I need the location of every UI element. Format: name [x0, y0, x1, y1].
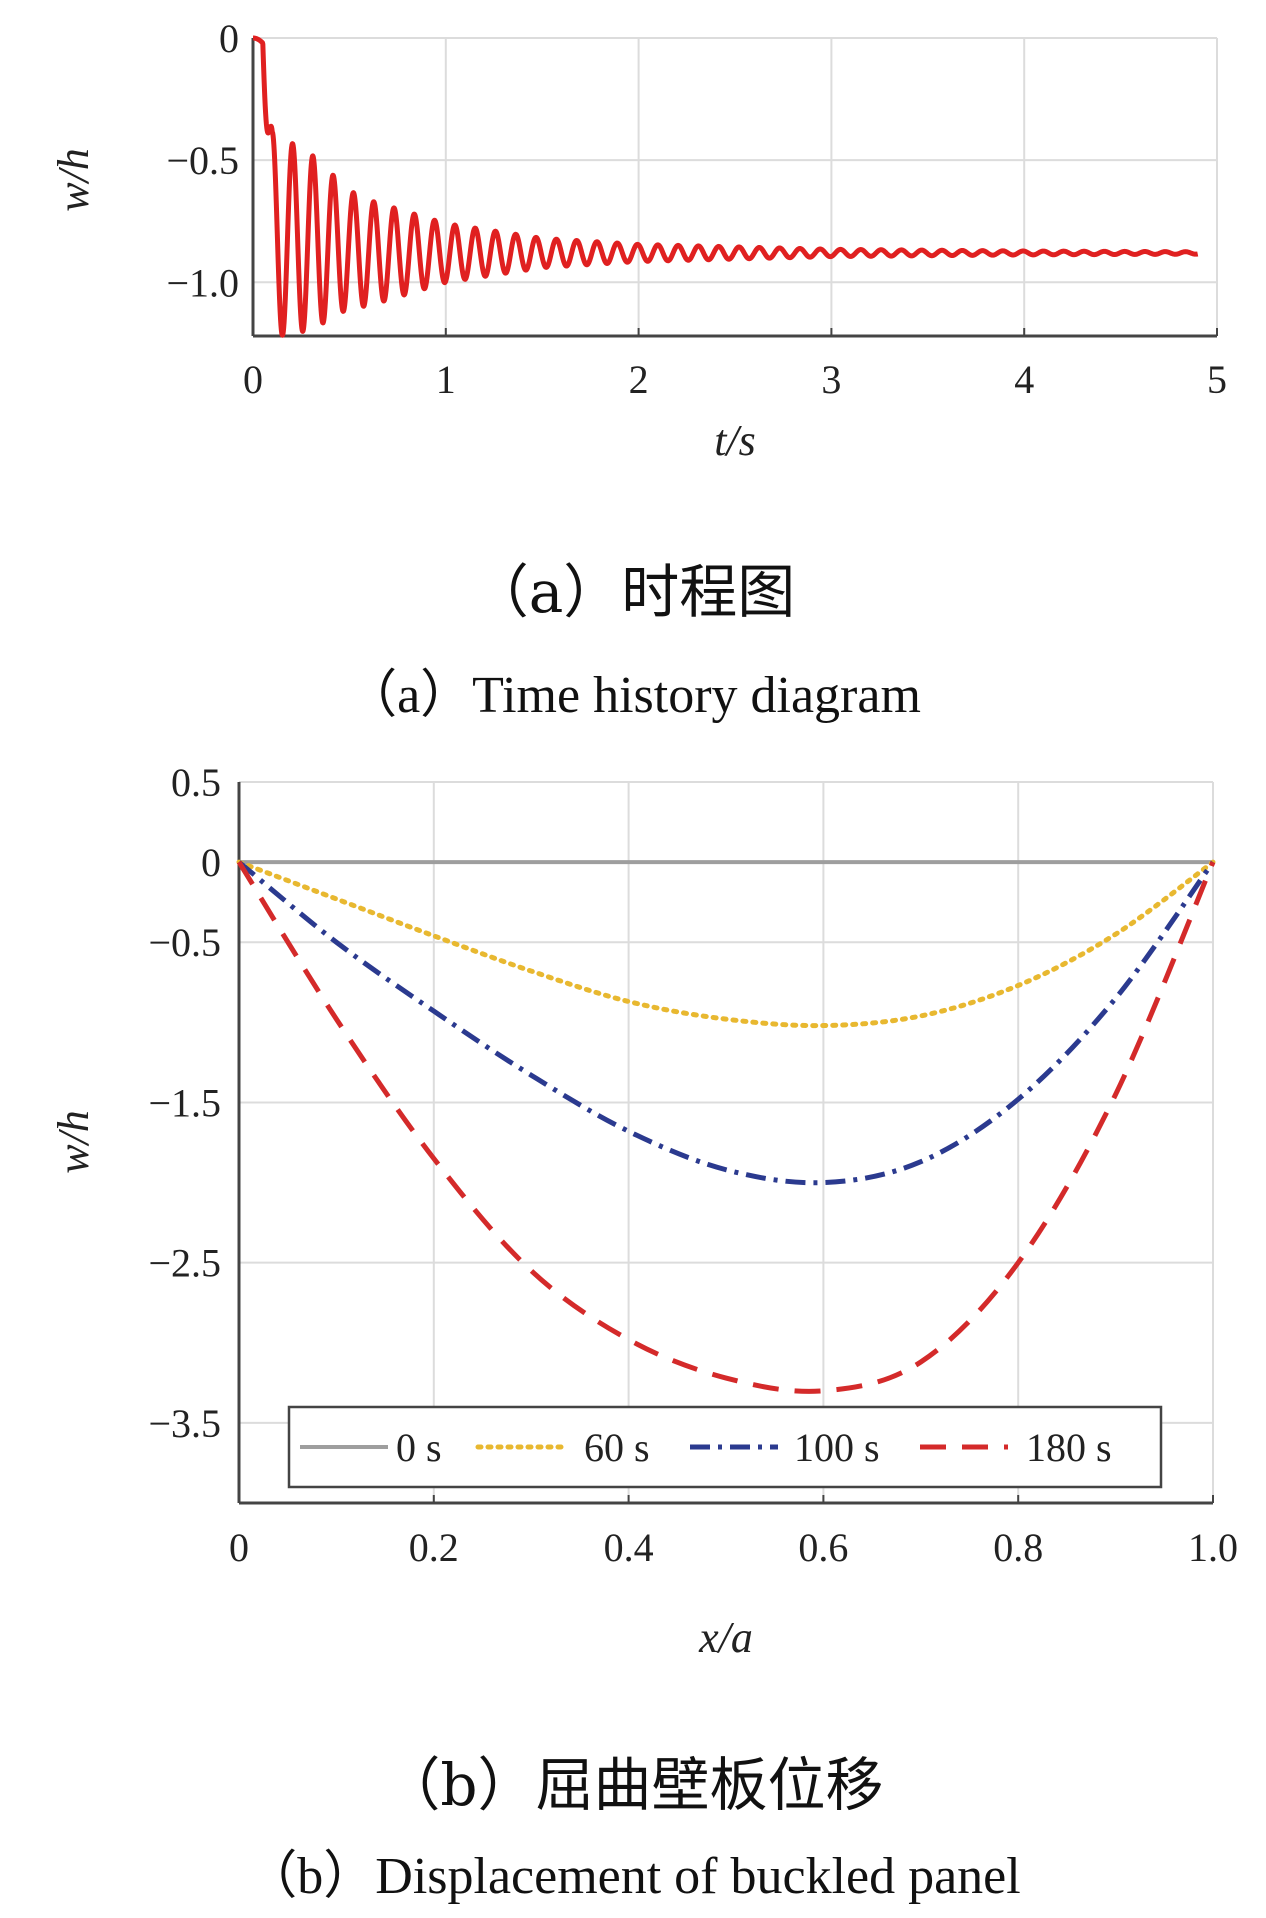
legend-label: 0 s: [396, 1425, 442, 1470]
x-tick-label: 0.6: [798, 1525, 848, 1570]
legend-label: 100 s: [794, 1425, 880, 1470]
chart-b-grid: [239, 781, 1214, 1503]
x-tick-label: 1: [436, 357, 456, 402]
chart-a-y-axis-label: w/h: [49, 148, 98, 212]
x-tick-label: 1.0: [1188, 1525, 1238, 1570]
legend-label: 180 s: [1026, 1425, 1112, 1470]
x-tick-label: 4: [1014, 357, 1034, 402]
series-line-60s: [236, 859, 1216, 1029]
caption-b-chinese: （b）屈曲壁板位移: [382, 1751, 884, 1819]
y-tick-label: −2.5: [148, 1241, 221, 1286]
caption-a-chinese: （a）时程图: [470, 558, 796, 626]
time-history-series-line: [250, 35, 1200, 338]
series-line-180s: [236, 860, 1216, 1394]
chart-b-legend: 0 s 60 s 100 s 180 s: [287, 1405, 1163, 1489]
chart-a-grid: [253, 37, 1218, 336]
series-line-100s: [237, 860, 1216, 1186]
x-tick-label: 0: [229, 1525, 249, 1570]
y-tick-label: −0.5: [166, 138, 239, 183]
chart-b-y-axis-label: w/h: [49, 1110, 98, 1174]
x-tick-label: 0.4: [604, 1525, 654, 1570]
y-tick-label: −3.5: [148, 1401, 221, 1446]
y-tick-label: 0.5: [171, 760, 221, 805]
caption-a-english: （a）Time history diagram: [345, 667, 921, 724]
y-tick-label: 0: [219, 16, 239, 61]
y-tick-label: −1.5: [148, 1080, 221, 1125]
chart-b-series: [236, 859, 1216, 1394]
chart-b-x-axis-label: x/a: [698, 1613, 753, 1662]
chart-a-x-axis-label: t/s: [714, 416, 756, 465]
chart-a-ticks: 0 1 2 3 4 5 0 −0.5 −1.0: [166, 16, 1227, 402]
x-tick-label: 5: [1207, 357, 1227, 402]
y-tick-label: 0: [201, 840, 221, 885]
legend-label: 60 s: [584, 1425, 650, 1470]
caption-b-english: （b）Displacement of buckled panel: [245, 1848, 1021, 1905]
x-tick-label: 0.8: [993, 1525, 1043, 1570]
x-tick-label: 2: [629, 357, 649, 402]
x-tick-label: 0.2: [409, 1525, 459, 1570]
chart-time-history: 0 1 2 3 4 5 0 −0.5 −1.0 t/s w/h: [49, 16, 1227, 465]
legend-box: [287, 1405, 1163, 1489]
x-tick-label: 3: [821, 357, 841, 402]
chart-b-ticks: 0 0.2 0.4 0.6 0.8 1.0 0.5 0 −0.5 −1.5 −2.5 −3.5: [148, 760, 1238, 1570]
chart-buckled-panel-displacement: 0 0.2 0.4 0.6 0.8 1.0 0.5 0 −0.5 −1.5 −2.5 −3.5 x/a…: [49, 760, 1238, 1662]
y-tick-label: −1.0: [166, 260, 239, 305]
y-tick-label: −0.5: [148, 920, 221, 965]
x-tick-label: 0: [243, 357, 263, 402]
